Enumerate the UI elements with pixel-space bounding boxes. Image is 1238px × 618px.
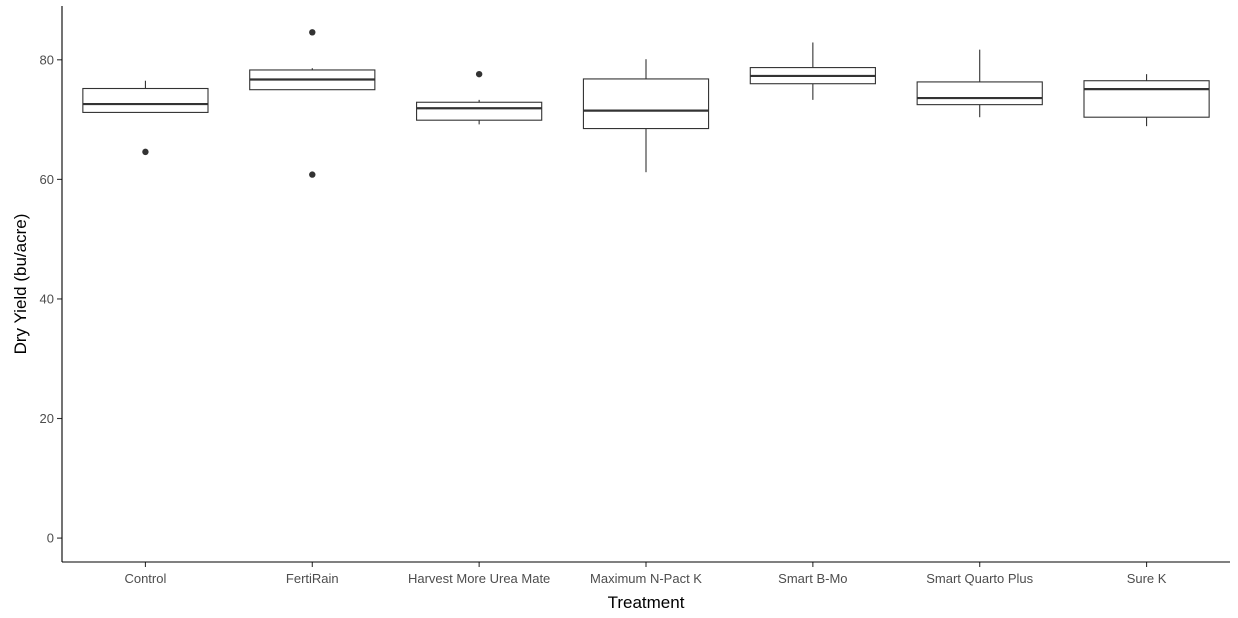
x-tick-label: Maximum N-Pact K (590, 571, 702, 586)
y-tick-label: 20 (40, 411, 54, 426)
boxplot-group (1083, 74, 1210, 127)
x-axis-title: Treatment (608, 593, 685, 612)
x-tick-label: Smart B-Mo (778, 571, 847, 586)
boxplot-boxes (82, 29, 1210, 178)
outlier-point (475, 70, 483, 78)
x-tick-label: Sure K (1127, 571, 1167, 586)
y-tick-label: 80 (40, 52, 54, 67)
boxplot-group (249, 29, 376, 178)
y-tick-label: 40 (40, 291, 54, 306)
x-tick-label: FertiRain (286, 571, 339, 586)
outlier-point (309, 29, 316, 36)
boxplot-group (749, 42, 876, 100)
box-iqr (916, 81, 1043, 106)
y-axis-ticks: 0 20 40 60 80 (40, 52, 62, 546)
y-tick-label: 0 (47, 531, 54, 546)
x-tick-label: Harvest More Urea Mate (408, 571, 550, 586)
outlier-point (309, 171, 316, 178)
y-tick-label: 60 (40, 172, 54, 187)
x-axis-ticks: Control FertiRain Harvest More Urea Mate Ma… (124, 562, 1167, 586)
boxplot-group (82, 80, 209, 156)
x-tick-label: Smart Quarto Plus (926, 571, 1033, 586)
boxplot-group (416, 70, 543, 125)
box-iqr (582, 78, 710, 130)
y-axis-title: Dry Yield (bu/acre) (11, 214, 30, 355)
x-tick-label: Control (124, 571, 166, 586)
box-iqr (416, 101, 543, 121)
box-iqr (1083, 80, 1210, 118)
boxplot-group (916, 49, 1043, 118)
box-iqr (82, 87, 209, 113)
boxplot-group (582, 59, 710, 173)
outlier-point (142, 148, 149, 156)
